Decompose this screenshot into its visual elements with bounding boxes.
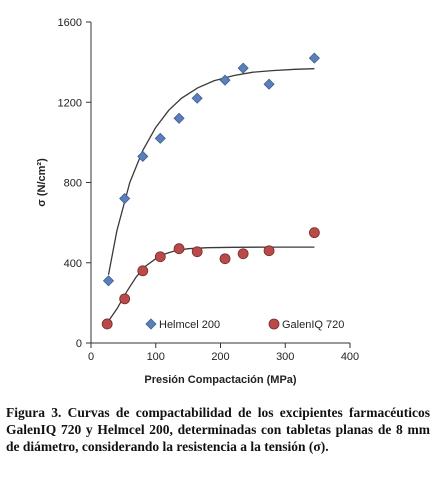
legend-label-series-2: GalenIQ 720	[282, 319, 344, 331]
trend-line-series-1	[107, 68, 315, 275]
data-point-series-2	[119, 293, 131, 305]
data-point-series-2	[173, 243, 185, 255]
x-tick-label: 200	[211, 351, 229, 363]
legend: Helmcel 200 GalenIQ 720	[145, 318, 344, 331]
x-tick-label: 300	[276, 351, 294, 363]
data-point-series-2	[191, 246, 203, 258]
data-point-series-1	[237, 62, 249, 74]
data-point-series-1	[191, 92, 203, 104]
data-points	[101, 52, 320, 330]
axis-labels: 0 400 800 1200 1600 0 100 200 300 400 Presión Comp…	[36, 17, 359, 386]
legend-marker-series-2	[268, 318, 280, 330]
data-point-series-2	[263, 245, 275, 257]
data-point-series-2	[101, 318, 113, 330]
data-point-series-2	[237, 248, 249, 260]
y-axis-title: σ (N/cm²)	[36, 158, 48, 207]
data-point-series-1	[173, 112, 185, 124]
y-tick-label: 800	[64, 178, 82, 190]
data-point-series-1	[137, 150, 149, 162]
data-point-series-2	[137, 265, 149, 277]
x-tick-label: 100	[147, 351, 165, 363]
data-point-series-1	[119, 192, 131, 205]
data-point-series-1	[308, 52, 320, 64]
data-point-series-2	[154, 251, 166, 263]
x-axis-title: Presión Compactación (MPa)	[144, 374, 297, 386]
data-point-series-1	[154, 132, 166, 144]
x-tick-label: 400	[341, 351, 359, 363]
figure-caption: Figura 3. Curvas de compactabilidad de l…	[6, 405, 430, 454]
y-tick-label: 0	[76, 338, 82, 350]
legend-label-series-1: Helmcel 200	[159, 319, 220, 331]
data-point-series-2	[308, 227, 320, 239]
data-point-series-1	[102, 275, 115, 287]
data-point-series-1	[219, 74, 231, 86]
axes	[86, 21, 351, 348]
data-point-series-1	[263, 78, 275, 90]
y-tick-label: 1200	[58, 97, 82, 109]
chart-figure: 0 400 800 1200 1600 0 100 200 300 400 Presión Comp…	[36, 17, 359, 386]
trend-lines	[106, 68, 315, 324]
y-tick-label: 1600	[58, 17, 82, 29]
y-tick-label: 400	[64, 258, 82, 270]
data-point-series-2	[219, 253, 231, 265]
legend-marker-series-1	[145, 318, 157, 330]
trend-line-series-2	[106, 246, 315, 324]
x-tick-label: 0	[88, 351, 94, 363]
compactability-chart: 0 400 800 1200 1600 0 100 200 300 400 Presión Comp…	[36, 17, 359, 386]
